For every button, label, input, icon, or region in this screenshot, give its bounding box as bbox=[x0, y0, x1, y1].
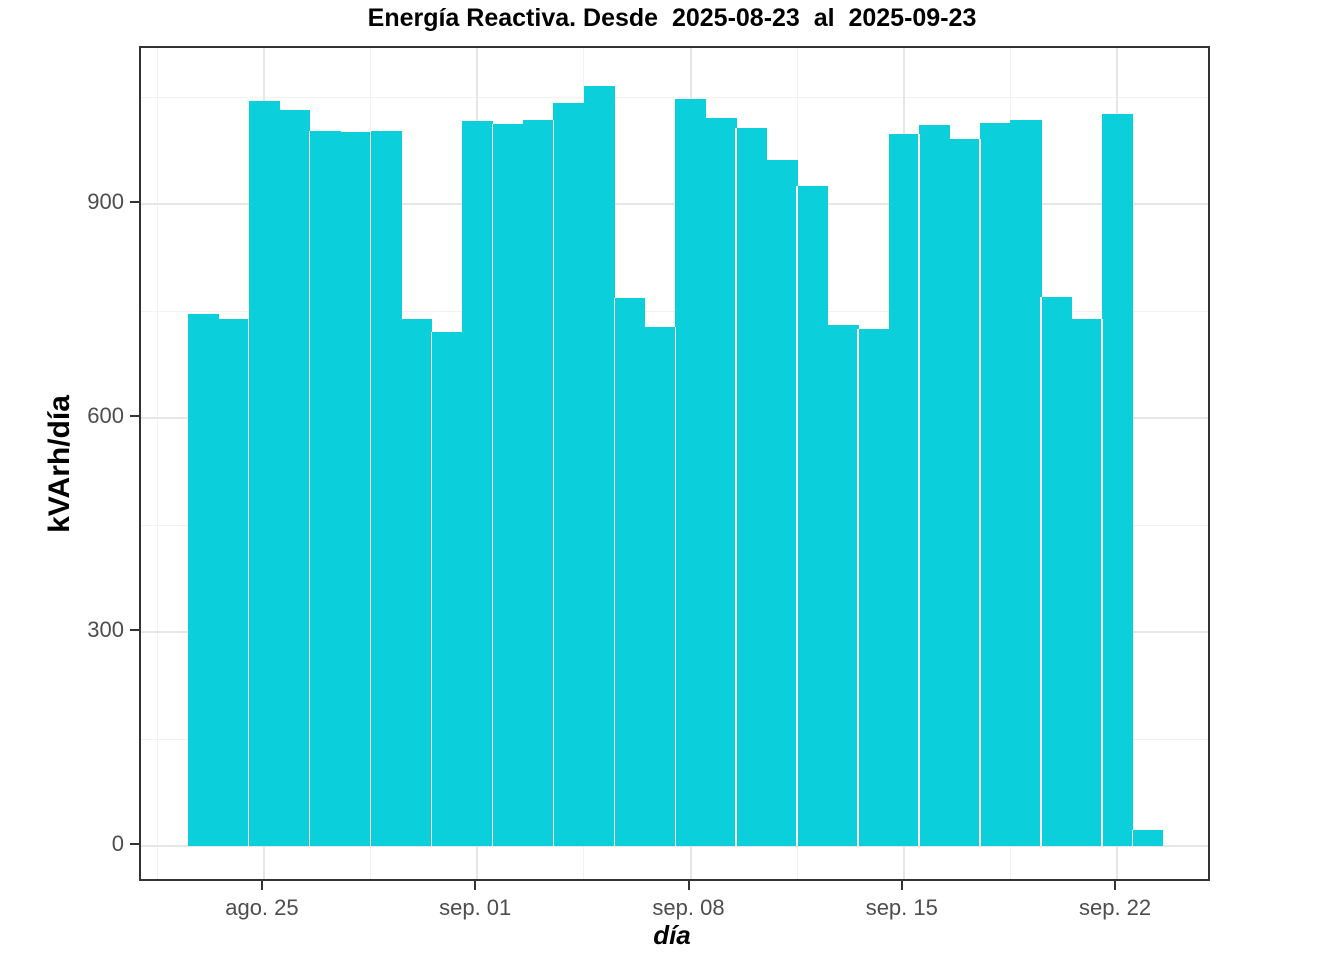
y-tick-label: 0 bbox=[111, 831, 124, 856]
bar-2025-08-28 bbox=[340, 131, 372, 846]
bar-2025-09-23 bbox=[1132, 830, 1164, 846]
bar-2025-09-18 bbox=[979, 122, 1012, 846]
bar-separator bbox=[857, 328, 859, 846]
gridline-major-horizontal bbox=[141, 845, 1208, 847]
bar-2025-08-25 bbox=[248, 101, 280, 846]
bar-2025-09-15 bbox=[888, 134, 920, 846]
bar-2025-09-21 bbox=[1071, 318, 1103, 846]
bar-2025-09-08 bbox=[675, 99, 707, 846]
bar-2025-09-07 bbox=[644, 326, 676, 846]
chart-title: Energía Reactiva. Desde 2025-08-23 al 20… bbox=[367, 4, 977, 32]
bar-2025-09-09 bbox=[705, 118, 737, 846]
bar-separator bbox=[674, 326, 677, 846]
bar-2025-08-30 bbox=[401, 318, 433, 846]
y-tick-mark bbox=[130, 629, 139, 631]
bar-separator bbox=[918, 134, 920, 846]
bar-2025-09-17 bbox=[949, 139, 981, 846]
x-tick-mark bbox=[474, 881, 477, 890]
bar-2025-09-03 bbox=[522, 119, 555, 846]
bar-separator bbox=[308, 130, 311, 846]
bar-2025-09-02 bbox=[492, 124, 524, 846]
x-tick-label: sep. 15 bbox=[865, 895, 938, 920]
bar-separator bbox=[796, 186, 798, 846]
bar-2025-09-22 bbox=[1101, 114, 1133, 846]
plot-panel bbox=[139, 46, 1210, 881]
bar-2025-09-11 bbox=[766, 160, 798, 846]
bar-2025-09-10 bbox=[736, 128, 768, 846]
y-tick-mark bbox=[130, 415, 139, 417]
bar-2025-09-05 bbox=[583, 86, 616, 846]
bar-2025-08-31 bbox=[431, 331, 463, 846]
x-tick-label: ago. 25 bbox=[225, 895, 299, 920]
bar-separator bbox=[613, 298, 616, 846]
x-tick-label: sep. 01 bbox=[439, 895, 512, 920]
bar-2025-08-26 bbox=[279, 109, 311, 846]
x-tick-label: sep. 22 bbox=[1078, 895, 1152, 920]
bar-separator bbox=[979, 139, 981, 846]
bar-separator bbox=[1101, 318, 1103, 846]
bar-2025-09-06 bbox=[614, 298, 646, 846]
bar-2025-08-23 bbox=[187, 313, 219, 846]
x-tick-mark bbox=[687, 881, 690, 890]
bar-separator bbox=[369, 131, 372, 846]
bar-2025-09-12 bbox=[797, 186, 829, 846]
y-tick-label: 900 bbox=[87, 189, 124, 214]
bar-separator bbox=[552, 119, 555, 846]
x-tick-label: sep. 08 bbox=[652, 895, 725, 920]
gridline-major-horizontal bbox=[141, 203, 1208, 205]
gridline-minor-vertical bbox=[156, 48, 158, 879]
bar-2025-09-19 bbox=[1010, 119, 1042, 846]
bar-2025-09-14 bbox=[858, 328, 890, 846]
y-tick-mark bbox=[130, 201, 139, 203]
bar-separator bbox=[491, 124, 494, 846]
bar-2025-08-24 bbox=[218, 318, 250, 846]
y-tick-label: 600 bbox=[87, 403, 124, 428]
bar-separator bbox=[430, 331, 433, 846]
gridline-minor-horizontal bbox=[141, 96, 1208, 98]
bar-2025-09-13 bbox=[827, 324, 859, 846]
y-tick-label: 300 bbox=[87, 617, 124, 642]
x-tick-mark bbox=[260, 881, 263, 890]
bar-2025-09-04 bbox=[553, 102, 585, 846]
x-axis-title: día bbox=[653, 920, 691, 950]
y-tick-mark bbox=[130, 843, 139, 845]
bar-2025-09-01 bbox=[461, 121, 494, 846]
bar-2025-09-16 bbox=[919, 124, 951, 846]
x-tick-mark bbox=[1114, 881, 1117, 890]
bar-separator bbox=[247, 318, 250, 846]
x-tick-mark bbox=[900, 881, 903, 890]
bar-2025-08-29 bbox=[370, 131, 402, 846]
bar-2025-08-27 bbox=[309, 130, 341, 846]
bar-2025-09-20 bbox=[1040, 296, 1073, 846]
bar-separator bbox=[1131, 830, 1134, 846]
gridline-minor-horizontal bbox=[141, 310, 1208, 312]
bar-separator bbox=[735, 128, 737, 846]
bar-separator bbox=[1040, 296, 1042, 846]
y-axis-title: kVArh/día bbox=[43, 395, 76, 533]
